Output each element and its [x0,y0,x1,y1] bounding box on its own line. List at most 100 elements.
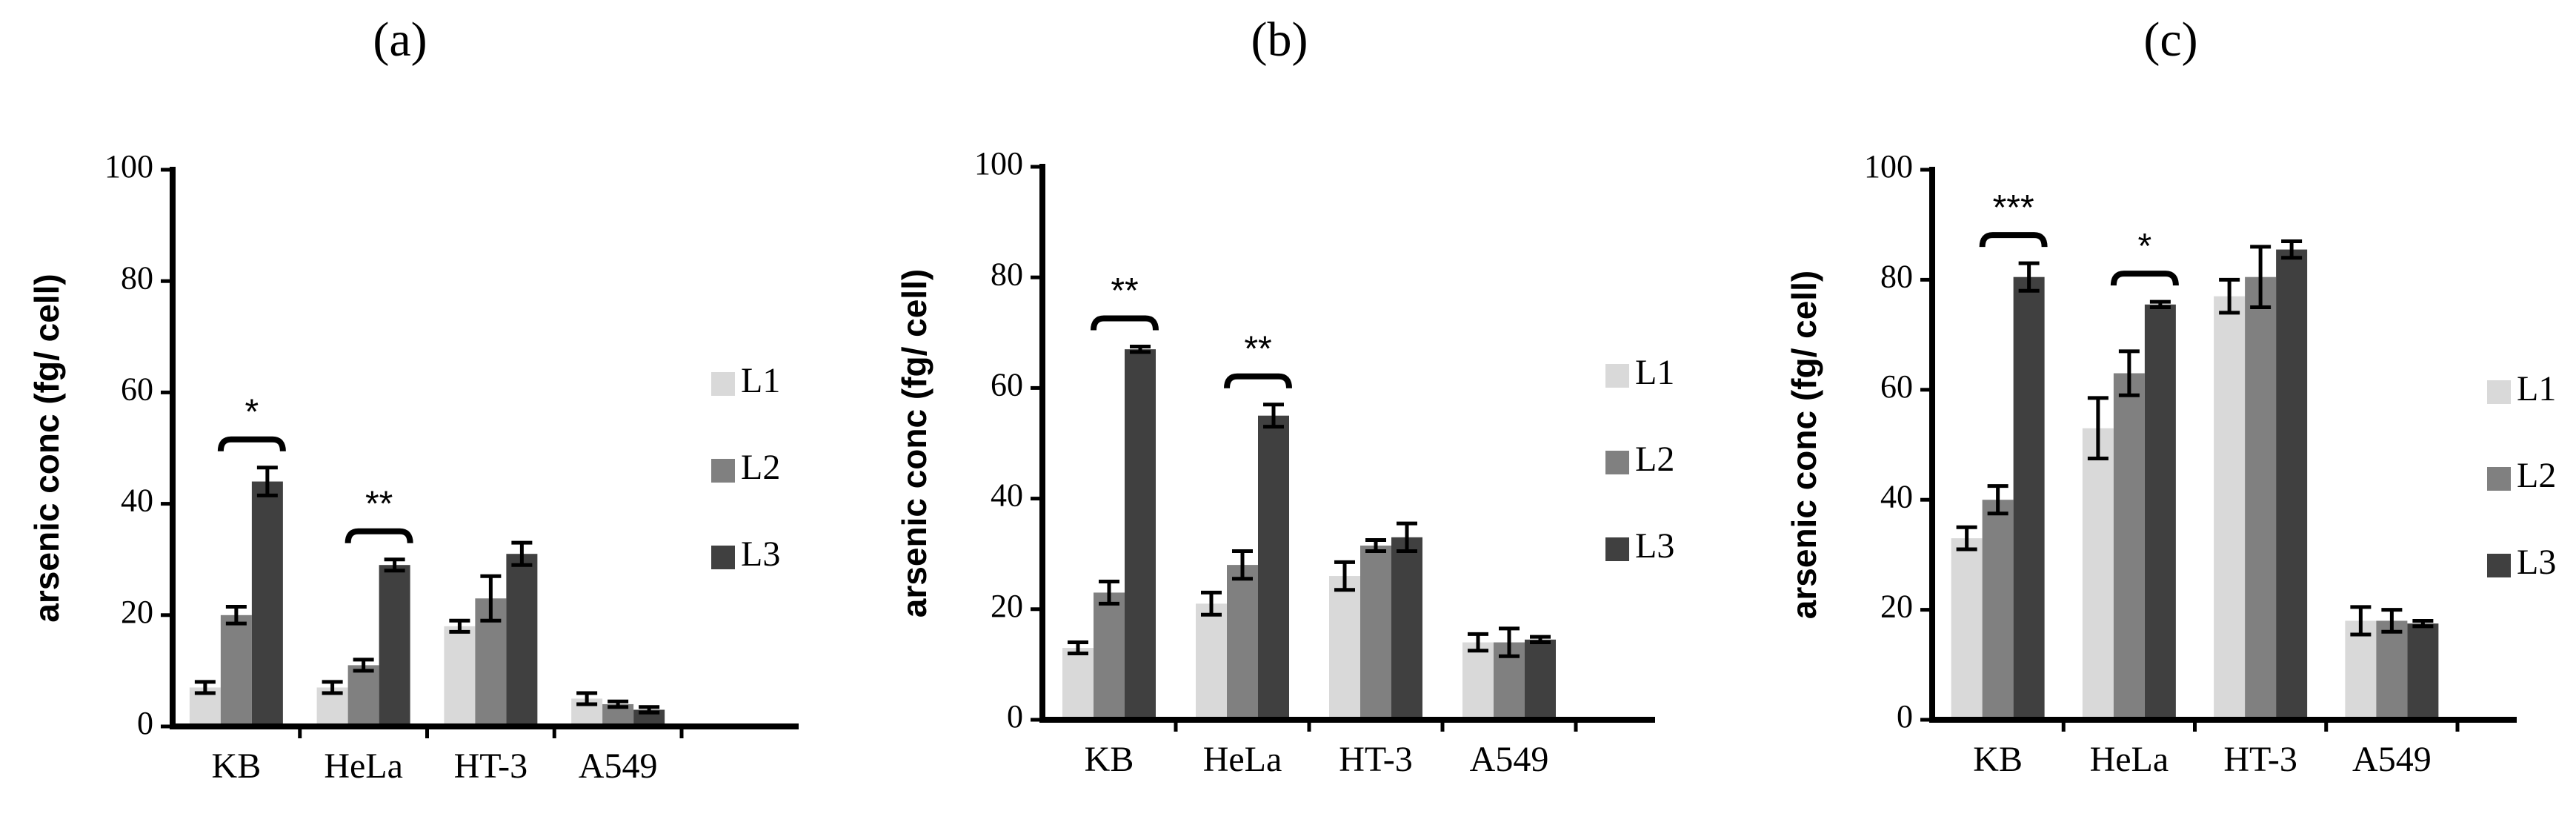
panel-title: (b) [1251,13,1308,67]
significance-bracket [1224,373,1292,388]
error-bar [2018,261,2040,293]
panel-title: (a) [373,13,427,67]
x-tick-label: KB [1085,740,1134,779]
panel-title: (c) [2143,13,2197,67]
y-tick-label: 80 [1880,258,1913,294]
error-bar [2281,239,2303,260]
y-tick-label: 0 [1897,698,1913,735]
y-tick-label: 100 [104,148,153,185]
x-tick-label: KB [1973,740,2023,779]
legend-label: L2 [1635,440,1674,479]
legend-swatch [711,372,735,396]
bar [2345,620,2377,720]
error-bar [2118,349,2140,397]
legend-label: L1 [2517,369,2556,408]
error-bar [2412,618,2434,629]
significance-label: ** [1111,271,1138,311]
bar [2407,623,2439,720]
x-tick-label: HeLa [324,746,403,786]
bar [2276,249,2308,721]
error-bar [2087,396,2109,461]
error-bar [576,691,598,706]
y-tick-label: 60 [1880,368,1913,405]
error-bar [353,658,374,673]
y-tick-label: 0 [137,705,153,741]
bar [2144,304,2176,720]
bar [1196,603,1227,720]
error-bar [608,699,629,709]
bar [1329,576,1360,720]
bar [2082,428,2114,720]
bar [2113,373,2145,720]
x-tick-label: KB [212,746,262,786]
bar [1462,642,1494,720]
y-tick-label: 20 [121,594,153,630]
error-bar [1499,626,1520,658]
significance-label: * [2138,227,2152,266]
error-bar [1468,632,1488,653]
bar [1094,592,1125,720]
y-axis-title: arsenic conc (fg/ cell) [895,269,933,617]
legend-swatch [711,459,735,483]
error-bar [2350,605,2372,637]
bar [1227,565,1258,720]
legend-label: L1 [1635,353,1674,392]
y-tick-label: 100 [1864,148,1913,185]
bar [251,481,283,726]
bar [1360,546,1391,720]
legend-swatch [1605,451,1629,474]
error-bar [1397,521,1417,553]
legend-label: L1 [741,361,780,400]
panel: (c) arsenic conc (fg/ cell) 0 20 40 60 80 100 KB… [1785,13,2556,779]
x-tick-label: A549 [2352,740,2432,779]
error-bar [1068,640,1088,655]
error-bar [2381,608,2403,634]
y-tick-label: 100 [974,145,1023,182]
legend-label: L2 [2517,456,2556,495]
error-bar [1232,549,1253,581]
error-bar [225,605,247,626]
bar [2013,276,2045,720]
legend-swatch [1605,364,1629,388]
bar [1125,349,1156,720]
bar [379,565,410,726]
y-tick-label: 60 [121,371,153,407]
bar [220,615,252,726]
error-bar [2149,299,2171,309]
x-tick-label: A549 [579,746,658,786]
legend-label: L2 [741,448,780,487]
y-tick-label: 40 [1880,478,1913,514]
legend-swatch [2487,467,2511,491]
y-axis-title: arsenic conc (fg/ cell) [1785,271,1823,619]
error-bar [1987,484,2008,516]
error-bar [1201,590,1222,617]
significance-label: ** [365,484,393,523]
bar [506,554,538,726]
significance-bracket [1979,232,2048,248]
significance-label: *** [1993,188,2034,228]
bar [1982,500,2014,720]
legend-swatch [2487,380,2511,404]
panel: (b) arsenic conc (fg/ cell) 0 20 40 60 80 100 KB… [895,13,1674,779]
x-tick-label: HT-3 [2223,740,2297,779]
legend-label: L3 [1635,526,1674,566]
bar [1525,639,1556,720]
error-bar [1334,560,1355,592]
y-axis-title: arsenic conc (fg/ cell) [27,274,66,622]
error-bar [639,705,660,715]
error-bar [384,557,405,573]
error-bar [2219,277,2240,315]
significance-label: ** [1244,329,1271,368]
y-tick-label: 20 [991,588,1023,624]
y-tick-label: 80 [991,256,1023,292]
legend-label: L3 [741,534,780,574]
y-tick-label: 80 [121,259,153,296]
significance-bracket [2110,271,2179,286]
error-bar [1263,403,1284,429]
error-bar [1130,344,1151,354]
panel: (a) arsenic conc (fg/ cell) 0 20 40 60 80 100 KB… [27,13,799,786]
bar [1391,537,1422,720]
error-bar [1099,580,1119,606]
error-bar [256,466,278,497]
